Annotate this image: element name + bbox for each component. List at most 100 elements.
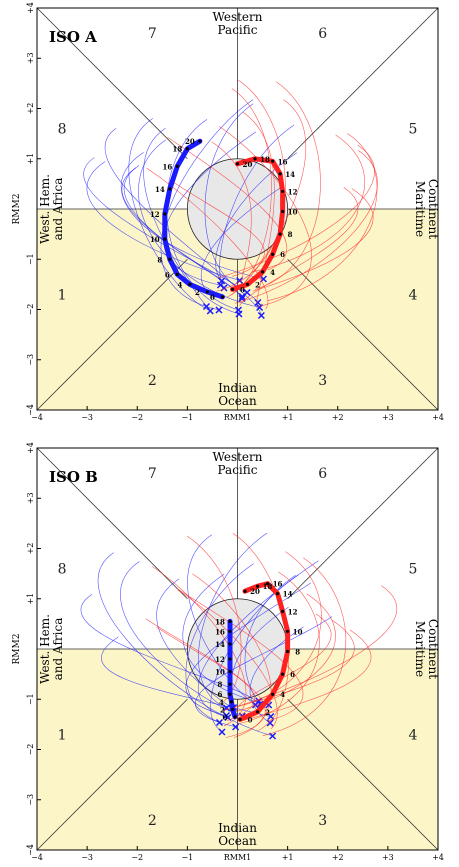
trajectory-point	[286, 629, 290, 634]
phase-label: 4	[408, 727, 417, 743]
day-label: 16	[162, 162, 172, 171]
trajectory-point	[229, 700, 234, 704]
day-label: 6	[218, 690, 223, 699]
phase-label: 8	[58, 562, 67, 578]
ensemble-member-line	[235, 613, 332, 712]
ensemble-member-line	[128, 118, 211, 312]
trajectory-point	[228, 657, 232, 661]
y-tick-label: −4	[26, 844, 35, 856]
x-tick-label: +1	[282, 853, 294, 862]
region-label-left-1: West. Hem.	[38, 174, 52, 244]
y-axis-title: RMM2	[12, 194, 22, 225]
day-label: 2	[255, 280, 260, 289]
trajectory-point	[270, 692, 275, 696]
x-tick-label: −3	[81, 853, 93, 862]
ensemble-member-line	[198, 532, 268, 709]
y-tick-label: +3	[26, 492, 35, 504]
x-tick-label: +3	[382, 853, 394, 862]
y-tick-label: −4	[26, 404, 35, 416]
day-label: 6	[280, 250, 285, 259]
trajectory-point	[265, 582, 270, 586]
region-label-left-2: and Africa	[51, 178, 65, 241]
ensemble-end-marker: ✕	[219, 282, 228, 295]
day-label: 16	[278, 157, 288, 166]
region-label-top-2: Pacific	[218, 23, 258, 37]
ensemble-member-line	[242, 111, 275, 304]
region-label-right-2: Continent	[426, 619, 440, 679]
x-tick-label: +4	[432, 853, 444, 862]
ensemble-member-line	[173, 182, 265, 277]
trajectory-point	[205, 290, 210, 294]
diagonal-line	[36, 698, 188, 851]
y-tick-label: +2	[26, 543, 35, 555]
day-label: 10	[293, 627, 303, 636]
ensemble-end-marker: ✕	[266, 711, 275, 724]
phase-label: 6	[318, 26, 327, 42]
ensemble-member-line	[166, 119, 240, 315]
ensemble-end-marker: ✕	[256, 698, 265, 711]
phase-label: 1	[58, 727, 67, 743]
day-label: 18	[215, 617, 225, 626]
x-tick-label: −2	[131, 853, 143, 862]
trajectory-point	[228, 642, 232, 646]
diagonal-line	[287, 698, 439, 851]
trajectory-point	[281, 672, 285, 676]
ensemble-end-marker: ✕	[253, 297, 262, 310]
y-tick-label: +3	[26, 52, 35, 64]
ensemble-end-marker: ✕	[268, 730, 277, 743]
diagonal-line	[36, 258, 188, 411]
ensemble-member-line	[185, 563, 254, 723]
trajectory-point	[243, 589, 247, 593]
ensemble-member-line	[152, 566, 247, 727]
trajectory-point	[163, 237, 167, 241]
y-tick-label: +2	[26, 103, 35, 115]
trajectory-point	[230, 707, 235, 711]
y-tick-label: +1	[26, 153, 35, 165]
ensemble-member-line	[192, 573, 272, 738]
day-label: 2	[195, 288, 200, 297]
y-axis-title: RMM2	[12, 634, 22, 665]
plot-frame	[36, 7, 439, 411]
trajectory-point	[175, 272, 179, 276]
day-label: 10	[150, 235, 160, 244]
phase-label: 6	[318, 466, 327, 482]
ensemble-end-marker: ✕	[234, 304, 243, 317]
day-label: 6	[165, 270, 170, 279]
x-tick-label: −1	[181, 413, 193, 422]
ensemble-end-marker: ✕	[231, 721, 240, 734]
y-tick-label: +1	[26, 593, 35, 605]
trajectory-point	[175, 164, 179, 168]
day-label: 20	[250, 587, 260, 596]
ensemble-member-line	[163, 131, 257, 286]
ensemble-end-marker: ✕	[242, 287, 251, 300]
ensemble-member-line	[185, 582, 311, 716]
day-label: 4	[219, 698, 224, 707]
ensemble-end-marker: ✕	[217, 726, 226, 739]
trajectory-point	[198, 139, 202, 143]
phase-label: 4	[408, 287, 417, 303]
ensemble-member-line	[240, 629, 372, 722]
ensemble-member-line	[121, 167, 243, 299]
ensemble-end-marker: ✕	[264, 699, 273, 712]
day-label: 2	[220, 705, 225, 714]
phase-label: 3	[318, 373, 327, 389]
phase-label: 2	[148, 813, 157, 829]
ensemble-member-line	[156, 578, 233, 709]
trajectory-point	[238, 717, 242, 721]
trajectory-point	[281, 209, 285, 214]
x-axis-title: RMM1	[224, 413, 252, 422]
region-label-bottom-2: Ocean	[218, 834, 257, 848]
day-label: 14	[215, 640, 225, 649]
ensemble-member-line	[251, 134, 365, 273]
ensemble-member-line	[239, 187, 359, 306]
day-label: 0	[210, 293, 215, 302]
trajectory-point	[228, 692, 232, 696]
trajectory-blue	[227, 618, 238, 720]
trajectory-point	[228, 682, 232, 686]
day-label: 20	[185, 137, 195, 146]
diagonal-line	[287, 258, 439, 411]
trajectory-point	[286, 649, 290, 654]
day-label: 2	[265, 708, 270, 717]
x-tick-label: −3	[81, 413, 93, 422]
phase-label: 7	[148, 26, 157, 42]
